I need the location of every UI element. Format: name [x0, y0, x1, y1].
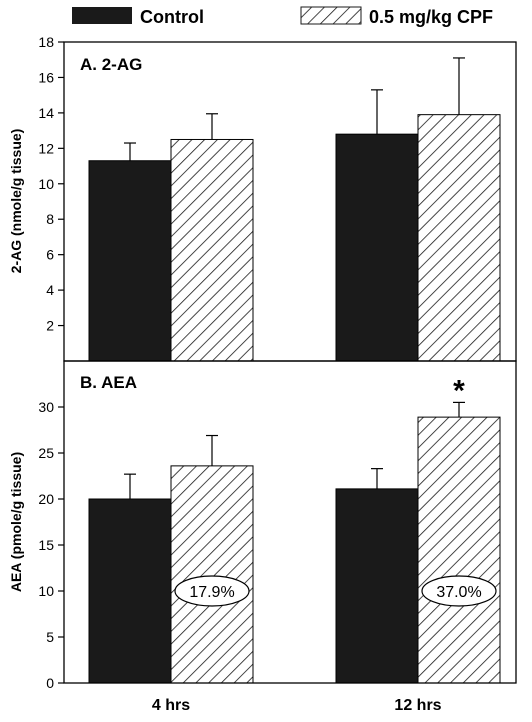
error-bar-aea-cpf-12hrs — [453, 401, 465, 418]
error-bar-2ag-cpf-4hrs — [206, 113, 218, 140]
percent-annotation-text-4hrs: 17.9% — [189, 584, 234, 601]
y-tick-label-2ag-18: 18 — [38, 34, 54, 50]
error-bar-2ag-control-4hrs — [124, 142, 136, 161]
panel-aea-frame — [63, 360, 517, 684]
legend: Control 0.5 mg/kg CPF — [72, 6, 493, 27]
bar-aea-cpf-12hrs — [417, 416, 501, 684]
panel-aea-yaxis: 0 5 10 15 20 25 30 — [38, 399, 64, 691]
percent-annotation-4hrs: 17.9% — [174, 575, 250, 607]
panel-aea-title: B. AEA — [80, 373, 137, 392]
y-tick-label-2ag-6: 6 — [46, 247, 54, 263]
y-tick-label-aea-10: 10 — [38, 583, 54, 599]
y-tick-label-aea-30: 30 — [38, 399, 54, 415]
y-tick-label-2ag-12: 12 — [38, 140, 54, 156]
bar-2ag-control-12hrs — [335, 133, 419, 362]
panel-aea-annotations: 17.9% 37.0% * — [174, 374, 497, 607]
bar-aea-cpf-4hrs — [170, 465, 254, 684]
legend-label-cpf: 0.5 mg/kg CPF — [369, 7, 493, 27]
panel-2ag-bars — [88, 57, 501, 362]
y-tick-label-aea-20: 20 — [38, 491, 54, 507]
bar-aea-control-12hrs — [335, 488, 419, 684]
panel-2ag: A. 2-AG 2-AG (nmole/g tissue) 2 4 6 8 10 12 14… — [8, 34, 501, 362]
error-bar-aea-control-4hrs — [124, 473, 136, 499]
panel-2ag-yaxis: 2 4 6 8 10 12 14 16 18 — [38, 34, 64, 334]
y-tick-label-2ag-16: 16 — [38, 69, 54, 85]
bar-2ag-cpf-12hrs — [417, 114, 501, 362]
bar-2ag-control-4hrs — [88, 160, 172, 362]
y-tick-label-aea-0: 0 — [46, 675, 54, 691]
y-tick-label-2ag-14: 14 — [38, 105, 54, 121]
y-tick-label-2ag-8: 8 — [46, 211, 54, 227]
percent-annotation-12hrs: 37.0% — [421, 575, 497, 607]
percent-annotation-text-12hrs: 37.0% — [436, 584, 481, 601]
significance-marker-12hrs: * — [453, 374, 465, 407]
x-tick-label-12hrs: 12 hrs — [394, 697, 441, 714]
error-bar-aea-cpf-4hrs — [206, 434, 218, 466]
y-tick-label-aea-15: 15 — [38, 537, 54, 553]
y-tick-label-2ag-4: 4 — [46, 282, 54, 298]
panel-aea-bars — [88, 401, 501, 684]
bar-aea-control-4hrs — [88, 498, 172, 684]
bar-2ag-cpf-4hrs — [170, 138, 254, 362]
legend-swatch-control — [72, 7, 132, 24]
y-tick-label-2ag-2: 2 — [46, 318, 54, 334]
error-bar-2ag-cpf-12hrs — [453, 57, 465, 115]
panel-aea-ylabel: AEA (pmole/g tissue) — [8, 452, 24, 592]
legend-label-control: Control — [140, 7, 204, 27]
legend-swatch-cpf — [300, 6, 362, 25]
panel-2ag-title: A. 2-AG — [80, 55, 142, 74]
x-tick-label-4hrs: 4 hrs — [152, 697, 190, 714]
panel-2ag-ylabel: 2-AG (nmole/g tissue) — [8, 129, 24, 274]
y-tick-label-2ag-10: 10 — [38, 176, 54, 192]
error-bar-aea-control-12hrs — [371, 468, 383, 489]
error-bar-2ag-control-12hrs — [371, 89, 383, 135]
y-tick-label-aea-25: 25 — [38, 445, 54, 461]
y-tick-label-aea-5: 5 — [46, 629, 54, 645]
panel-aea: B. AEA AEA (pmole/g tissue) 0 5 10 15 20 25 30… — [8, 373, 501, 691]
